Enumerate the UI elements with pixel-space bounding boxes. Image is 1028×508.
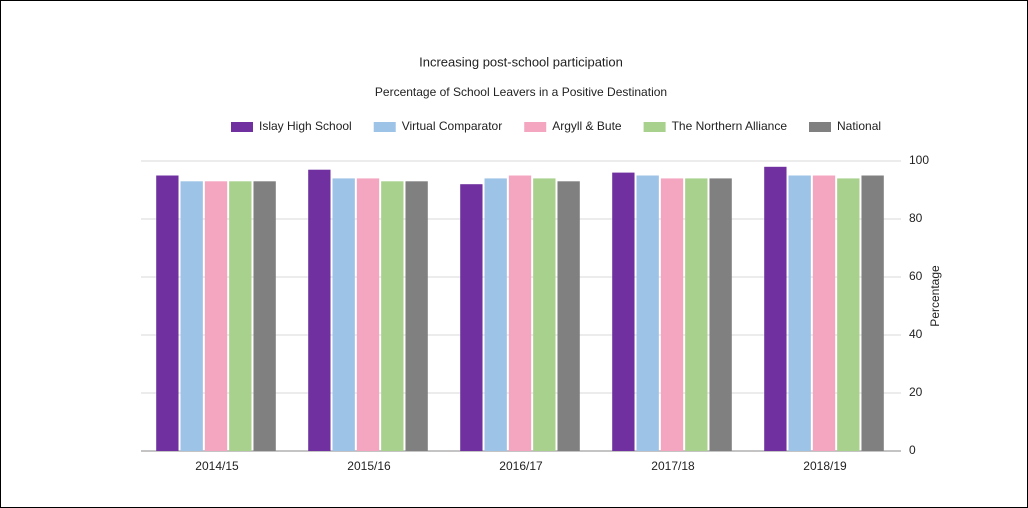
bar [405,181,428,452]
legend-label: Virtual Comparator [402,119,503,133]
bar [709,178,732,451]
chart-subtitle: Percentage of School Leavers in a Positi… [375,85,667,99]
bar [837,178,860,451]
legend-swatch [524,122,547,132]
legend-label: Islay High School [259,119,352,133]
legend-swatch [809,122,831,132]
bar [660,178,684,451]
y-tick-label: 40 [909,327,923,341]
x-tick-label: 2014/15 [195,459,239,473]
bar [508,175,532,451]
bar [636,175,659,451]
x-tick-label: 2015/16 [347,459,391,473]
bar [253,181,276,452]
bar [533,178,556,451]
y-tick-label: 60 [909,269,923,283]
bar [308,169,331,451]
legend-label: Argyll & Bute [552,119,622,133]
bar [557,181,580,452]
bar [861,175,884,451]
legend-label: The Northern Alliance [672,119,788,133]
y-tick-label: 20 [909,385,923,399]
legend-swatch [643,122,666,132]
x-tick-label: 2017/18 [651,459,695,473]
bar [381,181,404,452]
bar [612,172,635,451]
bar [180,181,203,452]
bar [356,178,380,451]
chart-title: Increasing post-school participation [419,54,623,69]
x-tick-label: 2016/17 [499,459,543,473]
y-tick-label: 80 [909,211,923,225]
bar [229,181,252,452]
y-tick-label: 0 [909,443,916,457]
legend-label: National [837,119,881,133]
bar [685,178,708,451]
x-tick-label: 2018/19 [803,459,847,473]
bar [484,178,507,451]
legend-swatch [231,122,253,132]
bar [156,175,179,451]
legend-swatch [373,122,396,132]
bar [332,178,355,451]
bar [460,184,483,451]
bar [764,166,787,452]
bar [788,175,811,451]
bar [204,181,228,452]
y-axis-label: Percentage [928,265,942,327]
bar [812,175,836,451]
y-tick-label: 100 [909,153,929,167]
